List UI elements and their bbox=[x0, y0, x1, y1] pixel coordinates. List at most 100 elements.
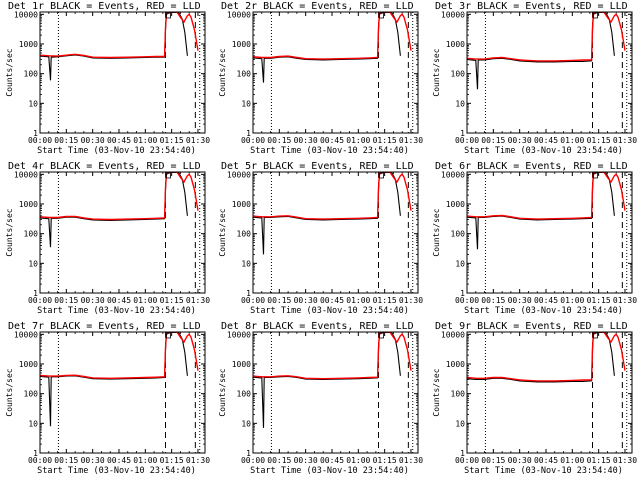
panel-title: Det 5r BLACK = Events, RED = LLD bbox=[221, 161, 414, 172]
plot-frame bbox=[39, 331, 206, 454]
x-tick-label: 01:15 bbox=[587, 136, 611, 145]
x-tick-label: 01:30 bbox=[613, 456, 637, 465]
y-tick-label: 10 bbox=[455, 419, 465, 428]
y-axis-label: Counts/sec bbox=[432, 48, 441, 96]
y-tick-label: 100 bbox=[451, 70, 466, 79]
panel-title: Det 1r BLACK = Events, RED = LLD bbox=[8, 1, 201, 12]
y-tick-label: 10000 bbox=[441, 10, 465, 19]
y-tick-label: 100 bbox=[451, 390, 466, 399]
plot-frame bbox=[39, 171, 206, 294]
x-tick-label: 00:00 bbox=[241, 456, 265, 465]
x-tick-label: 00:15 bbox=[267, 296, 291, 305]
panel-title: Det 2r BLACK = Events, RED = LLD bbox=[221, 1, 414, 12]
marker-box bbox=[593, 172, 598, 179]
y-tick-label: 1000 bbox=[19, 360, 38, 369]
x-tick-label: 01:30 bbox=[399, 456, 423, 465]
x-tick-label: 00:00 bbox=[455, 296, 479, 305]
x-tick-label: 01:00 bbox=[560, 456, 584, 465]
x-axis-label: Start Time (03-Nov-10 23:54:40) bbox=[464, 146, 623, 156]
series-lld bbox=[253, 12, 412, 60]
panel-title: Det 8r BLACK = Events, RED = LLD bbox=[221, 321, 414, 332]
y-tick-label: 10000 bbox=[14, 330, 38, 339]
x-tick-label: 00:45 bbox=[534, 136, 558, 145]
x-tick-label: 00:45 bbox=[320, 136, 344, 145]
panel-det-7: Det 7r BLACK = Events, RED = LLD 1 10 100 10… bbox=[5, 321, 210, 476]
panel-det-6: Det 6r BLACK = Events, RED = LLD 1 10 100 10… bbox=[432, 161, 637, 316]
x-tick-label: 01:15 bbox=[587, 456, 611, 465]
y-axis-label: Counts/sec bbox=[5, 208, 14, 256]
y-axis-label: Counts/sec bbox=[432, 368, 441, 416]
x-tick-label: 00:15 bbox=[481, 136, 505, 145]
x-axis-label: Start Time (03-Nov-10 23:54:40) bbox=[37, 466, 196, 476]
x-tick-label: 01:30 bbox=[613, 136, 637, 145]
x-tick-label: 01:15 bbox=[373, 136, 397, 145]
x-tick-label: 00:30 bbox=[508, 136, 532, 145]
x-tick-label: 01:30 bbox=[186, 456, 210, 465]
series-lld bbox=[253, 172, 412, 220]
marker-box bbox=[166, 12, 171, 19]
x-tick-label: 00:30 bbox=[294, 136, 318, 145]
y-tick-label: 1000 bbox=[446, 200, 465, 209]
x-axis-label: Start Time (03-Nov-10 23:54:40) bbox=[464, 466, 623, 476]
y-tick-label: 100 bbox=[451, 230, 466, 239]
panel-det-1: Det 1r BLACK = Events, RED = LLD 1 10 100 10… bbox=[5, 1, 210, 156]
x-tick-label: 01:00 bbox=[560, 296, 584, 305]
y-tick-label: 10000 bbox=[441, 170, 465, 179]
y-tick-label: 10 bbox=[28, 419, 38, 428]
y-tick-label: 10 bbox=[455, 99, 465, 108]
x-tick-label: 00:30 bbox=[508, 296, 532, 305]
x-tick-label: 00:00 bbox=[455, 136, 479, 145]
x-axis-label: Start Time (03-Nov-10 23:54:40) bbox=[464, 306, 623, 316]
y-tick-label: 1000 bbox=[232, 40, 251, 49]
x-axis-label: Start Time (03-Nov-10 23:54:40) bbox=[37, 306, 196, 316]
x-tick-label: 01:00 bbox=[133, 296, 157, 305]
x-axis-label: Start Time (03-Nov-10 23:54:40) bbox=[250, 306, 409, 316]
x-axis-label: Start Time (03-Nov-10 23:54:40) bbox=[250, 466, 409, 476]
y-tick-label: 100 bbox=[24, 70, 39, 79]
x-tick-label: 00:30 bbox=[81, 296, 105, 305]
x-tick-label: 01:15 bbox=[373, 456, 397, 465]
x-tick-label: 00:30 bbox=[508, 456, 532, 465]
y-tick-label: 10 bbox=[455, 259, 465, 268]
y-tick-label: 1 bbox=[33, 449, 38, 458]
x-tick-label: 00:30 bbox=[294, 296, 318, 305]
y-tick-label: 10 bbox=[28, 259, 38, 268]
x-tick-label: 00:15 bbox=[267, 456, 291, 465]
marker-box bbox=[593, 12, 598, 19]
y-tick-label: 1000 bbox=[446, 40, 465, 49]
x-tick-label: 01:30 bbox=[613, 296, 637, 305]
marker-box bbox=[379, 12, 384, 19]
x-tick-label: 00:15 bbox=[267, 136, 291, 145]
plot-frame bbox=[39, 11, 206, 134]
x-tick-label: 01:15 bbox=[160, 456, 184, 465]
y-tick-label: 1 bbox=[460, 289, 465, 298]
x-tick-label: 00:15 bbox=[481, 296, 505, 305]
x-tick-label: 00:15 bbox=[54, 456, 78, 465]
panel-title: Det 6r BLACK = Events, RED = LLD bbox=[435, 161, 628, 172]
x-tick-label: 01:30 bbox=[186, 296, 210, 305]
x-tick-label: 00:45 bbox=[534, 296, 558, 305]
panel-title: Det 9r BLACK = Events, RED = LLD bbox=[435, 321, 628, 332]
x-tick-label: 01:00 bbox=[346, 136, 370, 145]
y-tick-label: 10 bbox=[28, 99, 38, 108]
y-tick-label: 100 bbox=[237, 390, 252, 399]
x-tick-label: 00:45 bbox=[320, 296, 344, 305]
y-tick-label: 1 bbox=[246, 129, 251, 138]
marker-box bbox=[379, 172, 384, 179]
x-tick-label: 01:00 bbox=[560, 136, 584, 145]
series-lld bbox=[467, 12, 626, 62]
x-tick-label: 01:30 bbox=[399, 296, 423, 305]
y-axis-label: Counts/sec bbox=[432, 208, 441, 256]
panel-det-2: Det 2r BLACK = Events, RED = LLD 1 10 100 10… bbox=[218, 1, 423, 156]
plot-frame bbox=[466, 331, 633, 454]
marker-box bbox=[379, 332, 384, 339]
x-tick-label: 00:15 bbox=[481, 456, 505, 465]
x-tick-label: 01:15 bbox=[587, 296, 611, 305]
y-axis-label: Counts/sec bbox=[5, 48, 14, 96]
x-tick-label: 01:15 bbox=[373, 296, 397, 305]
series-lld bbox=[40, 12, 199, 59]
marker-box bbox=[166, 332, 171, 339]
y-tick-label: 1000 bbox=[232, 200, 251, 209]
y-axis-label: Counts/sec bbox=[218, 48, 227, 96]
